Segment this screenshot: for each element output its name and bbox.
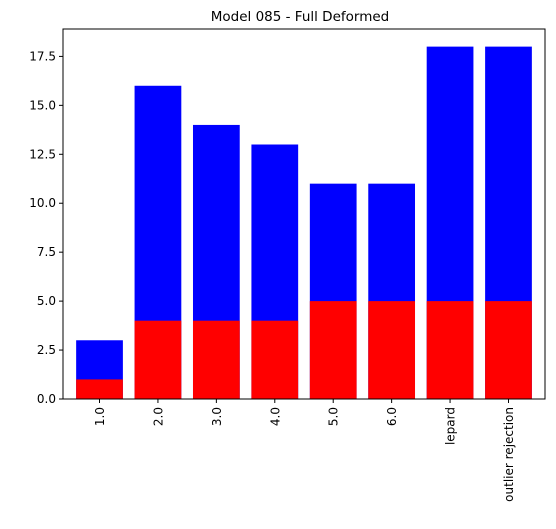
bars-group [76, 47, 532, 399]
x-tick-label: 4.0 [268, 407, 282, 426]
y-tick-label: 0.0 [37, 392, 56, 406]
bar-series2-1.0 [76, 379, 123, 399]
bar-series2-6.0 [368, 301, 415, 399]
bar-series2-lepard [427, 301, 474, 399]
x-axis: 1.0 2.0 3.0 4.0 5.0 6.0 lepard outlier rejectio… [93, 399, 516, 502]
y-tick-label: 12.5 [29, 147, 56, 161]
x-tick-label: 3.0 [210, 407, 224, 426]
y-tick-label: 5.0 [37, 294, 56, 308]
y-tick-label: 15.0 [29, 98, 56, 112]
y-tick-label: 10.0 [29, 196, 56, 210]
x-tick-label: 5.0 [327, 407, 341, 426]
bar-series2-4.0 [251, 321, 298, 399]
bar-series2-5.0 [310, 301, 357, 399]
bar-series2-3.0 [193, 321, 240, 399]
y-tick-label: 7.5 [37, 245, 56, 259]
bar-series2-2.0 [135, 321, 182, 399]
x-tick-label: 6.0 [385, 407, 399, 426]
x-tick-label: 2.0 [151, 407, 165, 426]
y-tick-label: 17.5 [29, 49, 56, 63]
chart-title: Model 085 - Full Deformed [211, 9, 389, 25]
y-tick-label: 2.5 [37, 343, 56, 357]
x-tick-label: outlier rejection [502, 407, 516, 502]
bar-series2-outlier-rejection [485, 301, 532, 399]
x-tick-label: 1.0 [93, 407, 107, 426]
x-tick-label: lepard [444, 407, 458, 445]
y-axis: 0.0 2.5 5.0 7.5 10.0 12.5 15.0 17.5 [29, 49, 63, 406]
